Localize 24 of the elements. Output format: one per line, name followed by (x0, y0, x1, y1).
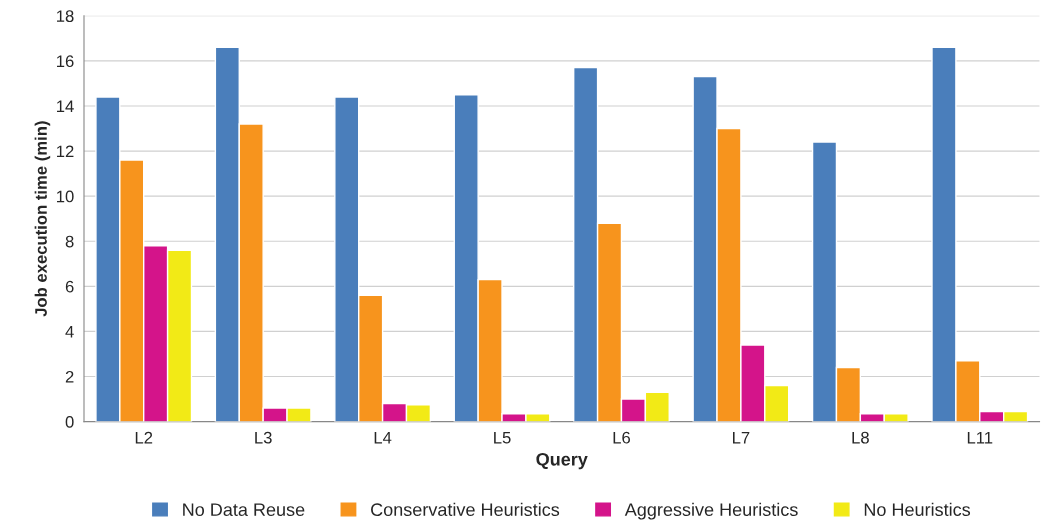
x-tick-label: L11 (967, 431, 993, 444)
y-tick-label: 12 (57, 145, 74, 158)
x-tick-label: L6 (613, 431, 631, 444)
x-tick-label: L4 (374, 431, 392, 444)
x-tick-label: L5 (494, 431, 511, 444)
y-tick-label: 10 (57, 190, 74, 203)
x-tick-label: L8 (852, 431, 869, 444)
y-tick-label: 2 (65, 370, 74, 383)
y-tick-label: 6 (65, 280, 74, 293)
y-tick-label: 8 (65, 235, 74, 248)
x-tick-label: L7 (733, 431, 750, 444)
x-tick-label: L2 (135, 431, 153, 444)
y-tick-label: 4 (65, 326, 74, 338)
legend-label: Conservative Heuristics (371, 502, 560, 517)
y-tick-label: 18 (57, 10, 74, 23)
x-tick-label: L3 (255, 431, 272, 444)
legend-label: Aggressive Heuristics (624, 502, 798, 520)
y-tick-label: 16 (57, 55, 74, 68)
legend-label: No Heuristics (864, 502, 971, 517)
y-axis-title: Job execution time (min) (34, 121, 51, 317)
legend-label: No Data Reuse (183, 503, 305, 517)
x-axis-title: Query (536, 452, 588, 470)
y-tick-label: 14 (57, 100, 74, 113)
y-tick-label: 0 (65, 416, 74, 428)
